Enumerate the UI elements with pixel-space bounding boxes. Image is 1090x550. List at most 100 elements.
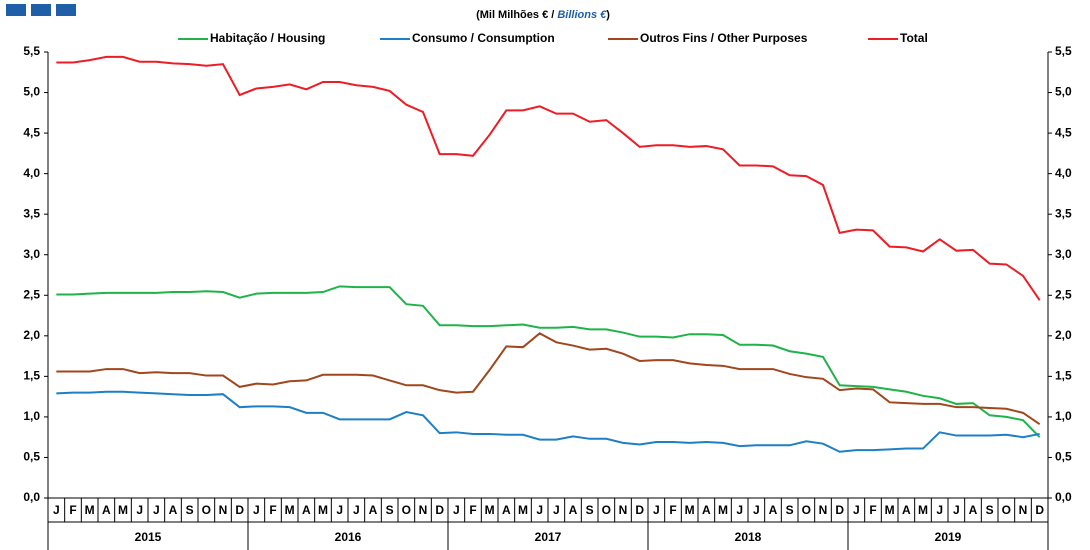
- x-tick-label: F: [669, 503, 676, 517]
- x-tick-label: D: [635, 503, 644, 517]
- x-tick-label: N: [819, 503, 828, 517]
- x-tick-label: A: [902, 503, 911, 517]
- x-tick-label: M: [485, 503, 495, 517]
- logo-block: [31, 4, 51, 16]
- y2-tick-label: 2,0: [1055, 328, 1072, 342]
- x-tick-label: J: [536, 503, 543, 517]
- year-label: 2015: [135, 530, 162, 544]
- y-tick-label: 1,0: [23, 409, 40, 423]
- x-tick-label: N: [619, 503, 628, 517]
- subtitle-en: Billions €: [557, 9, 607, 21]
- y2-tick-label: 4,5: [1055, 125, 1072, 139]
- x-tick-label: M: [285, 503, 295, 517]
- y-tick-label: 2,5: [23, 287, 40, 301]
- x-tick-label: S: [786, 503, 794, 517]
- x-tick-label: J: [753, 503, 760, 517]
- x-tick-label: J: [653, 503, 660, 517]
- logo-block: [6, 4, 26, 16]
- year-label: 2016: [335, 530, 362, 544]
- x-tick-label: S: [586, 503, 594, 517]
- x-tick-label: A: [502, 503, 511, 517]
- y2-tick-label: 1,0: [1055, 409, 1072, 423]
- y-tick-label: 4,0: [23, 166, 40, 180]
- x-tick-label: J: [353, 503, 360, 517]
- x-tick-label: N: [1019, 503, 1028, 517]
- x-tick-label: J: [853, 503, 860, 517]
- x-tick-label: A: [702, 503, 711, 517]
- x-tick-label: S: [986, 503, 994, 517]
- x-tick-label: A: [102, 503, 111, 517]
- x-tick-label: A: [969, 503, 978, 517]
- x-tick-label: J: [136, 503, 143, 517]
- y-tick-label: 2,0: [23, 328, 40, 342]
- subtitle-end: ): [606, 9, 610, 21]
- x-tick-label: N: [219, 503, 228, 517]
- x-tick-label: M: [318, 503, 328, 517]
- y-tick-label: 3,0: [23, 247, 40, 261]
- x-tick-label: F: [869, 503, 876, 517]
- x-tick-label: O: [602, 503, 611, 517]
- x-tick-label: S: [386, 503, 394, 517]
- x-tick-label: M: [118, 503, 128, 517]
- legend-label: Outros Fins / Other Purposes: [640, 31, 808, 45]
- subtitle-pt: (Mil Milhões € /: [476, 9, 557, 21]
- x-tick-label: F: [469, 503, 476, 517]
- x-tick-label: D: [435, 503, 444, 517]
- x-tick-label: A: [169, 503, 178, 517]
- y2-tick-label: 5,5: [1055, 44, 1072, 58]
- y2-tick-label: 0,5: [1055, 450, 1072, 464]
- y-tick-label: 5,5: [23, 44, 40, 58]
- y2-tick-label: 0,0: [1055, 490, 1072, 504]
- x-tick-label: A: [569, 503, 578, 517]
- legend-label: Consumo / Consumption: [412, 31, 555, 45]
- x-tick-label: M: [718, 503, 728, 517]
- x-tick-label: M: [85, 503, 95, 517]
- x-tick-label: M: [518, 503, 528, 517]
- logo-block: [56, 4, 76, 16]
- x-tick-label: J: [953, 503, 960, 517]
- x-tick-label: N: [419, 503, 428, 517]
- x-tick-label: J: [453, 503, 460, 517]
- year-label: 2017: [535, 530, 562, 544]
- x-tick-label: J: [336, 503, 343, 517]
- x-tick-label: M: [885, 503, 895, 517]
- x-tick-label: O: [1002, 503, 1011, 517]
- y-tick-label: 5,0: [23, 85, 40, 99]
- x-tick-label: D: [835, 503, 844, 517]
- legend-label: Habitação / Housing: [210, 31, 325, 45]
- y2-tick-label: 3,0: [1055, 247, 1072, 261]
- series-line: [56, 390, 1040, 453]
- subtitle: (Mil Milhões € / Billions €): [476, 9, 610, 21]
- x-tick-label: O: [202, 503, 211, 517]
- x-tick-label: J: [53, 503, 60, 517]
- x-tick-label: S: [186, 503, 194, 517]
- y2-tick-label: 4,0: [1055, 166, 1072, 180]
- year-label: 2019: [935, 530, 962, 544]
- y2-tick-label: 1,5: [1055, 369, 1072, 383]
- x-tick-label: D: [235, 503, 244, 517]
- y2-tick-label: 3,5: [1055, 206, 1072, 220]
- x-tick-label: F: [269, 503, 276, 517]
- x-tick-label: F: [69, 503, 76, 517]
- x-tick-label: O: [402, 503, 411, 517]
- y-tick-label: 4,5: [23, 125, 40, 139]
- year-label: 2018: [735, 530, 762, 544]
- y-tick-label: 3,5: [23, 206, 40, 220]
- x-tick-label: M: [685, 503, 695, 517]
- x-tick-label: A: [302, 503, 311, 517]
- series-line: [56, 55, 1041, 301]
- x-tick-label: J: [153, 503, 160, 517]
- y-tick-label: 0,5: [23, 450, 40, 464]
- x-tick-label: D: [1035, 503, 1044, 517]
- y-tick-label: 1,5: [23, 369, 40, 383]
- series-line: [56, 285, 1041, 438]
- x-tick-label: M: [918, 503, 928, 517]
- x-tick-label: J: [736, 503, 743, 517]
- x-tick-label: J: [936, 503, 943, 517]
- series-line: [56, 332, 1041, 426]
- legend-label: Total: [900, 31, 928, 45]
- x-tick-label: A: [369, 503, 378, 517]
- y-tick-label: 0,0: [23, 490, 40, 504]
- x-tick-label: O: [802, 503, 811, 517]
